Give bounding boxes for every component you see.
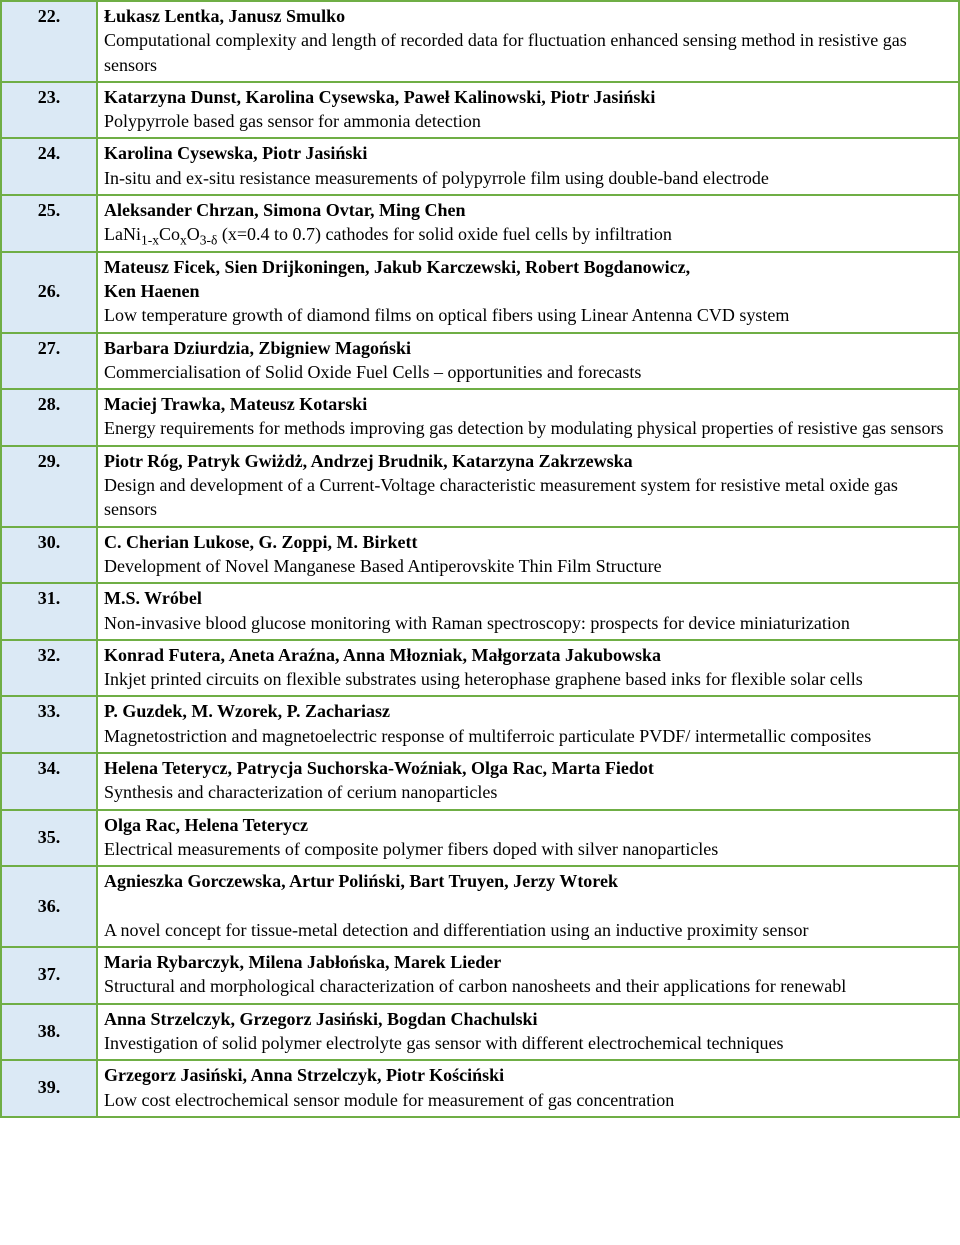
row-number: 23. [1, 82, 97, 139]
row-number: 24. [1, 138, 97, 195]
table-row: 23. Katarzyna Dunst, Karolina Cysewska, P… [1, 82, 959, 139]
table-row: 27.Barbara Dziurdzia, Zbigniew MagońskiC… [1, 333, 959, 390]
authors: M.S. Wróbel [104, 586, 952, 610]
row-content: Maria Rybarczyk, Milena Jabłońska, Marek… [97, 947, 959, 1004]
table-row: 28.Maciej Trawka, Mateusz KotarskiEnergy… [1, 389, 959, 446]
row-number: 31. [1, 583, 97, 640]
paper-title: Energy requirements for methods improvin… [104, 416, 952, 440]
program-table-body: 22.Łukasz Lentka, Janusz SmulkoComputati… [1, 1, 959, 1117]
row-content: Mateusz Ficek, Sien Drijkoningen, Jakub … [97, 252, 959, 333]
authors: Łukasz Lentka, Janusz Smulko [104, 4, 952, 28]
row-content: Barbara Dziurdzia, Zbigniew MagońskiComm… [97, 333, 959, 390]
row-content: Olga Rac, Helena TeteryczElectrical meas… [97, 810, 959, 867]
table-row: 30.C. Cherian Lukose, G. Zoppi, M. Birke… [1, 527, 959, 584]
table-row: 31.M.S. WróbelNon-invasive blood glucose… [1, 583, 959, 640]
row-number: 29. [1, 446, 97, 527]
row-content: Agnieszka Gorczewska, Artur Poliński, Ba… [97, 866, 959, 947]
page: 22.Łukasz Lentka, Janusz SmulkoComputati… [0, 0, 960, 1118]
row-number: 27. [1, 333, 97, 390]
table-row: 33.P. Guzdek, M. Wzorek, P. ZachariaszMa… [1, 696, 959, 753]
table-row: 36. Agnieszka Gorczewska, Artur Poliński,… [1, 866, 959, 947]
row-content: Piotr Róg, Patryk Gwiżdż, Andrzej Brudni… [97, 446, 959, 527]
table-row: 32. Konrad Futera, Aneta Araźna, Anna Mło… [1, 640, 959, 697]
authors: Barbara Dziurdzia, Zbigniew Magoński [104, 336, 952, 360]
authors: Piotr Róg, Patryk Gwiżdż, Andrzej Brudni… [104, 449, 952, 473]
row-number: 33. [1, 696, 97, 753]
paper-title: Polypyrrole based gas sensor for ammonia… [104, 109, 952, 133]
paper-title: Inkjet printed circuits on flexible subs… [104, 667, 952, 691]
row-number: 22. [1, 1, 97, 82]
authors: Konrad Futera, Aneta Araźna, Anna Młozni… [104, 643, 952, 667]
paper-title: Design and development of a Current-Volt… [104, 473, 952, 522]
table-row: 26.Mateusz Ficek, Sien Drijkoningen, Jak… [1, 252, 959, 333]
authors: Mateusz Ficek, Sien Drijkoningen, Jakub … [104, 255, 952, 304]
row-number: 38. [1, 1004, 97, 1061]
paper-title: Structural and morphological characteriz… [104, 974, 952, 998]
row-content: Katarzyna Dunst, Karolina Cysewska, Pawe… [97, 82, 959, 139]
row-number: 30. [1, 527, 97, 584]
row-content: Helena Teterycz, Patrycja Suchorska-Woźn… [97, 753, 959, 810]
row-content: Aleksander Chrzan, Simona Ovtar, Ming Ch… [97, 195, 959, 252]
row-number: 39. [1, 1060, 97, 1117]
paper-title: Magnetostriction and magnetoelectric res… [104, 724, 952, 748]
row-content: Anna Strzelczyk, Grzegorz Jasiński, Bogd… [97, 1004, 959, 1061]
authors: Anna Strzelczyk, Grzegorz Jasiński, Bogd… [104, 1007, 952, 1031]
program-table: 22.Łukasz Lentka, Janusz SmulkoComputati… [0, 0, 960, 1118]
paper-title: Electrical measurements of composite pol… [104, 837, 952, 861]
row-content: M.S. WróbelNon-invasive blood glucose mo… [97, 583, 959, 640]
paper-title: Development of Novel Manganese Based Ant… [104, 554, 952, 578]
table-row: 37. Maria Rybarczyk, Milena Jabłońska, Ma… [1, 947, 959, 1004]
authors: Katarzyna Dunst, Karolina Cysewska, Pawe… [104, 85, 952, 109]
authors: C. Cherian Lukose, G. Zoppi, M. Birkett [104, 530, 952, 554]
authors: Agnieszka Gorczewska, Artur Poliński, Ba… [104, 869, 952, 893]
row-number: 25. [1, 195, 97, 252]
authors: Olga Rac, Helena Teterycz [104, 813, 952, 837]
row-content: Grzegorz Jasiński, Anna Strzelczyk, Piot… [97, 1060, 959, 1117]
paper-title: In-situ and ex-situ resistance measureme… [104, 166, 952, 190]
authors: P. Guzdek, M. Wzorek, P. Zachariasz [104, 699, 952, 723]
row-number: 37. [1, 947, 97, 1004]
authors: Aleksander Chrzan, Simona Ovtar, Ming Ch… [104, 198, 952, 222]
row-number: 26. [1, 252, 97, 333]
paper-title: Synthesis and characterization of cerium… [104, 780, 952, 804]
authors: Helena Teterycz, Patrycja Suchorska-Woźn… [104, 756, 952, 780]
paper-title: A novel concept for tissue-metal detecti… [104, 894, 952, 943]
paper-title: LaNi1-xCoxO3-δ (x=0.4 to 0.7) cathodes f… [104, 222, 952, 246]
paper-title: Investigation of solid polymer electroly… [104, 1031, 952, 1055]
row-content: P. Guzdek, M. Wzorek, P. ZachariaszMagne… [97, 696, 959, 753]
row-content: Maciej Trawka, Mateusz KotarskiEnergy re… [97, 389, 959, 446]
authors: Karolina Cysewska, Piotr Jasiński [104, 141, 952, 165]
table-row: 38. Anna Strzelczyk, Grzegorz Jasiński, B… [1, 1004, 959, 1061]
table-row: 29. Piotr Róg, Patryk Gwiżdż, Andrzej Bru… [1, 446, 959, 527]
paper-title: Non-invasive blood glucose monitoring wi… [104, 611, 952, 635]
row-number: 28. [1, 389, 97, 446]
paper-title: Computational complexity and length of r… [104, 28, 952, 77]
paper-title: Commercialisation of Solid Oxide Fuel Ce… [104, 360, 952, 384]
row-content: Konrad Futera, Aneta Araźna, Anna Młozni… [97, 640, 959, 697]
row-content: Łukasz Lentka, Janusz SmulkoComputationa… [97, 1, 959, 82]
authors: Maria Rybarczyk, Milena Jabłońska, Marek… [104, 950, 952, 974]
row-number: 35. [1, 810, 97, 867]
authors: Maciej Trawka, Mateusz Kotarski [104, 392, 952, 416]
table-row: 25. Aleksander Chrzan, Simona Ovtar, Ming… [1, 195, 959, 252]
row-number: 34. [1, 753, 97, 810]
row-content: C. Cherian Lukose, G. Zoppi, M. BirkettD… [97, 527, 959, 584]
row-number: 32. [1, 640, 97, 697]
table-row: 24.Karolina Cysewska, Piotr JasińskiIn-s… [1, 138, 959, 195]
table-row: 34. Helena Teterycz, Patrycja Suchorska-W… [1, 753, 959, 810]
table-row: 35.Olga Rac, Helena TeteryczElectrical m… [1, 810, 959, 867]
table-row: 22.Łukasz Lentka, Janusz SmulkoComputati… [1, 1, 959, 82]
row-content: Karolina Cysewska, Piotr JasińskiIn-situ… [97, 138, 959, 195]
table-row: 39. Grzegorz Jasiński, Anna Strzelczyk, P… [1, 1060, 959, 1117]
paper-title: Low temperature growth of diamond films … [104, 303, 952, 327]
paper-title: Low cost electrochemical sensor module f… [104, 1088, 952, 1112]
row-number: 36. [1, 866, 97, 947]
authors: Grzegorz Jasiński, Anna Strzelczyk, Piot… [104, 1063, 952, 1087]
